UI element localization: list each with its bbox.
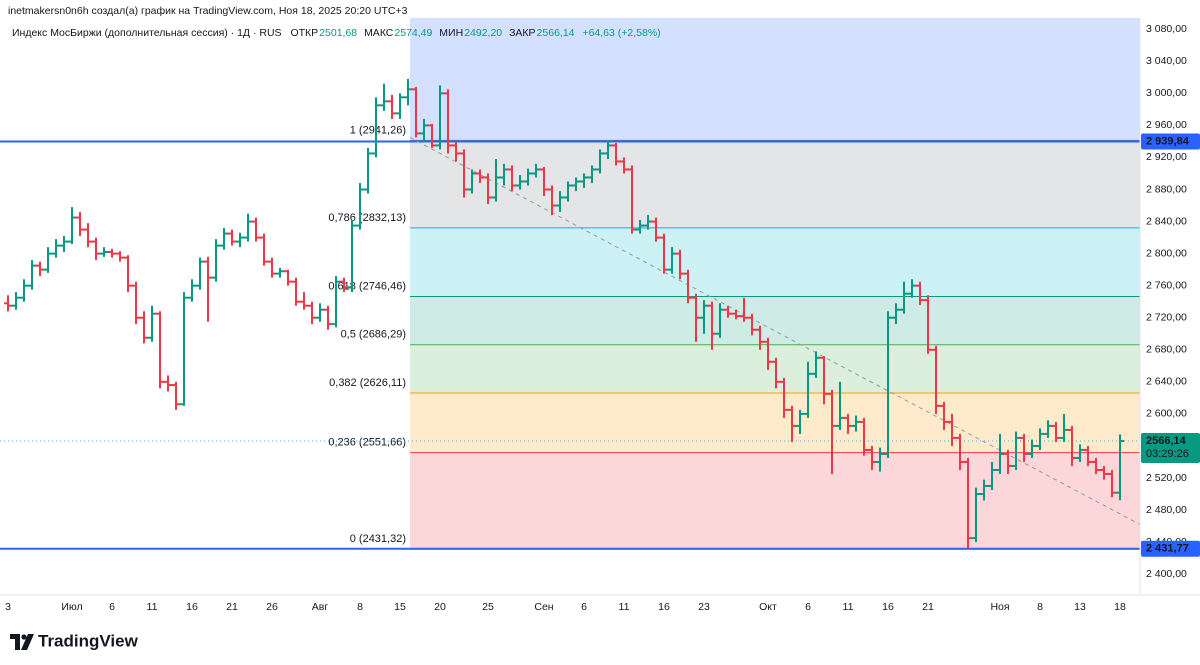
- symbol: Индекс МосБиржи (дополнительная сессия) …: [12, 27, 282, 39]
- price-tag: [1141, 540, 1200, 557]
- y-tick-label: 2 760,00: [1146, 279, 1187, 291]
- x-tick-label: 20: [434, 601, 446, 613]
- x-tick-label: 8: [357, 601, 363, 613]
- x-tick-label: 16: [658, 601, 670, 613]
- x-tick-label: 3: [5, 601, 11, 613]
- legend-label: ЗАКР: [509, 27, 535, 39]
- x-tick-label: 8: [1037, 601, 1043, 613]
- y-tick-label: 2 520,00: [1146, 472, 1187, 484]
- fib-zone: [410, 140, 1140, 228]
- fib-level-label: 0,382 (2626,11): [329, 377, 406, 389]
- legend-value: 2574,49: [394, 27, 432, 39]
- x-tick-label: Авг: [312, 601, 329, 613]
- fib-zone: [410, 452, 1140, 550]
- last-price-label: 2566,14: [1146, 435, 1187, 447]
- y-tick-label: 2 480,00: [1146, 504, 1187, 516]
- logo-dot: [21, 634, 27, 640]
- x-tick-label: 11: [619, 601, 630, 613]
- y-tick-label: 2 600,00: [1146, 408, 1187, 420]
- x-tick-label: 16: [186, 601, 198, 613]
- y-tick-label: 2 800,00: [1146, 247, 1187, 259]
- attribution: inetmakersn0n6h создал(а) график на Trad…: [8, 5, 408, 17]
- legend-value: 2501,68: [319, 27, 357, 39]
- fib-zone: [410, 227, 1140, 297]
- countdown: 03:29:26: [1146, 448, 1189, 460]
- x-tick-label: Июл: [61, 601, 82, 613]
- fib-level-label: 0,236 (2551,66): [328, 437, 406, 449]
- price-tag-label: 2 431,77: [1146, 543, 1189, 555]
- fib-zone: [410, 18, 1140, 141]
- y-tick-label: 3 040,00: [1146, 55, 1187, 67]
- trend-line: [409, 136, 1141, 525]
- logo-mark: [21, 634, 34, 650]
- fib-level-label: 0 (2431,32): [350, 533, 406, 545]
- fib-zone: [410, 296, 1140, 345]
- x-tick-label: 16: [882, 601, 894, 613]
- y-tick-label: 2 880,00: [1146, 183, 1187, 195]
- x-tick-label: 11: [147, 601, 158, 613]
- legend-label: ОТКР: [290, 27, 318, 39]
- legend-label: МИН: [439, 27, 463, 39]
- fib-level-label: 1 (2941,26): [350, 124, 406, 136]
- price-tag-label: 2 939,84: [1146, 135, 1190, 147]
- x-tick-label: 6: [109, 601, 115, 613]
- x-tick-label: Ноя: [990, 601, 1009, 613]
- brand-logo: [10, 634, 34, 650]
- x-tick-label: 11: [843, 601, 854, 613]
- x-tick-label: 21: [226, 601, 238, 613]
- x-tick-label: Сен: [534, 601, 553, 613]
- legend-label: МАКС: [364, 27, 394, 39]
- x-tick-label: 18: [1114, 601, 1126, 613]
- price-tag: [1141, 133, 1200, 150]
- x-tick-label: 23: [698, 601, 710, 613]
- fib-level-label: 0,618 (2746,46): [328, 280, 406, 292]
- y-tick-label: 2 400,00: [1146, 568, 1187, 580]
- fib-level-label: 0,5 (2686,29): [341, 329, 406, 341]
- plot: 1 (2941,26) 0,786 (2832,13) 0,618 (2746,46…: [0, 18, 1141, 550]
- y-tick-label: 2 840,00: [1146, 215, 1187, 227]
- y-tick-label: 2 720,00: [1146, 312, 1187, 324]
- x-tick-label: 21: [922, 601, 934, 613]
- x-tick-label: 26: [266, 601, 278, 613]
- legend-change: +64,63 (+2,58%): [582, 27, 660, 39]
- legend-value: 2566,14: [537, 27, 575, 39]
- x-tick-label: 6: [581, 601, 587, 613]
- x-tick-label: 6: [805, 601, 811, 613]
- y-tick-label: 2 680,00: [1146, 344, 1187, 356]
- logo-mark: [10, 634, 20, 650]
- y-tick-label: 3 080,00: [1146, 23, 1187, 35]
- x-tick-label: 25: [482, 601, 494, 613]
- y-tick-label: 2 640,00: [1146, 376, 1187, 388]
- fib-level-label: 0,786 (2832,13): [328, 212, 406, 224]
- y-tick-label: 2 920,00: [1146, 151, 1187, 163]
- fib-zone: [410, 392, 1140, 453]
- y-tick-label: 3 000,00: [1146, 87, 1187, 99]
- last-price-tag: [1141, 433, 1200, 464]
- y-tick-label: 2 960,00: [1146, 119, 1187, 131]
- x-tick-label: Окт: [759, 601, 777, 613]
- x-tick-label: 15: [394, 601, 406, 613]
- legend-value: 2492,20: [464, 27, 502, 39]
- legend: Индекс МосБиржи (дополнительная сессия) …: [12, 27, 661, 39]
- x-tick-label: 13: [1074, 601, 1086, 613]
- brand-name: TradingView: [38, 631, 139, 650]
